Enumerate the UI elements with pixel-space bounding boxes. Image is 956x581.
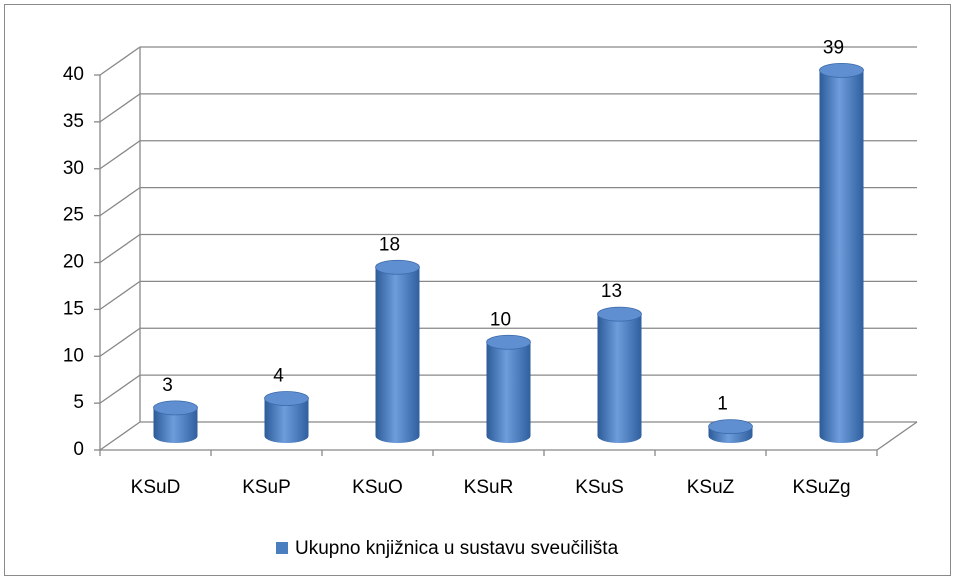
grid-line-side (99, 187, 141, 217)
bar-body (597, 314, 642, 444)
bar-body (486, 342, 531, 444)
value-label: 39 (823, 37, 844, 58)
bar (375, 259, 420, 444)
x-tick-label: KSuO (352, 477, 403, 498)
bar (153, 400, 198, 444)
y-tick-label: 0 (73, 439, 84, 460)
bar (819, 62, 864, 444)
bar-body (819, 70, 864, 444)
bar (597, 306, 642, 444)
bar (486, 334, 531, 444)
bar-body (375, 267, 420, 444)
bar (708, 419, 753, 444)
bar-top (486, 334, 531, 350)
bar-top (153, 400, 198, 416)
bar-body (264, 398, 309, 444)
bar-top (819, 62, 864, 78)
grid-line-side (99, 327, 141, 357)
x-tick-label: KSuD (131, 477, 181, 498)
bar (264, 391, 309, 444)
bar-top (375, 259, 420, 275)
value-label: 3 (162, 375, 173, 396)
chart-border (4, 4, 951, 576)
x-tick-label: KSuP (242, 477, 291, 498)
y-tick-label: 20 (63, 252, 84, 273)
grid-line-side (99, 280, 141, 310)
grid-line-side (99, 421, 141, 451)
x-tick-label: KSuS (575, 477, 624, 498)
value-label: 18 (379, 234, 400, 255)
value-label: 10 (490, 309, 511, 330)
y-tick-label: 10 (63, 345, 84, 366)
x-tick-label: KSuZ (687, 477, 735, 498)
x-tick-label: KSuR (464, 477, 514, 498)
bar-top (264, 391, 309, 406)
y-tick-label: 30 (63, 158, 84, 179)
bar-body (153, 407, 198, 444)
bar-top (597, 306, 642, 322)
grid-line-side (99, 140, 141, 170)
y-tick-label: 25 (63, 205, 84, 226)
grid-line-side (99, 233, 141, 264)
y-tick-label: 5 (73, 392, 84, 413)
legend-swatch (276, 542, 288, 554)
x-tick-label: KSuZg (792, 477, 850, 498)
value-label: 4 (273, 366, 284, 387)
bar-top (708, 419, 753, 435)
legend-label: Ukupno knjižnica u sustavu sveučilišta (295, 538, 619, 559)
y-tick-label: 40 (63, 64, 84, 85)
grid-line-side (99, 374, 141, 404)
grid-line-side (99, 46, 141, 76)
y-tick-label: 15 (63, 298, 84, 319)
value-label: 13 (601, 281, 622, 302)
value-label: 1 (717, 394, 728, 415)
y-tick-label: 35 (63, 111, 84, 132)
grid-line-side (99, 93, 141, 123)
